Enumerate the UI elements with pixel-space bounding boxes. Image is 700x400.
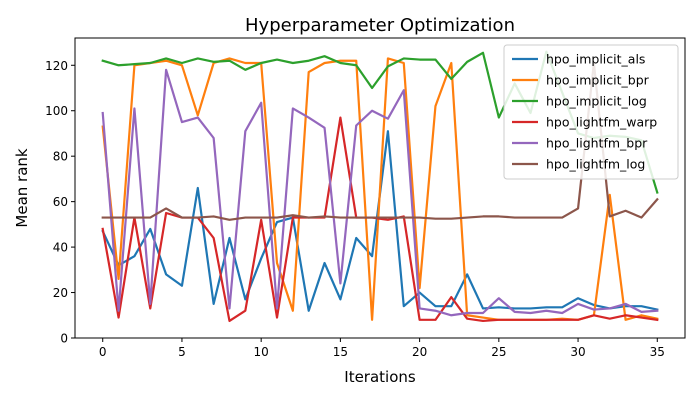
legend-box [503,44,679,180]
x-axis-label: Iterations [344,368,416,386]
x-axis: 0 5 10 15 20 25 30 35 [99,338,665,359]
y-tick-label: 80 [53,150,68,164]
plot-area [101,50,659,323]
y-tick-label: 20 [53,286,68,300]
legend-label: hpo_lightfm_log [546,157,645,172]
x-tick-label: 30 [570,345,585,359]
legend: hpo_implicit_als hpo_implicit_bpr hpo_impl… [503,44,679,180]
series-line-hpo-lightfm-log [101,61,659,221]
y-tick-label: 0 [60,332,68,346]
y-axis: 0 20 40 60 80 100 120 [45,59,75,346]
legend-label: hpo_implicit_log [546,94,647,109]
chart-title: Hyperparameter Optimization [245,15,515,36]
x-tick-label: 15 [333,345,348,359]
series-line-hpo-lightfm-bpr [101,68,659,317]
y-axis-label: Mean rank [13,148,31,228]
legend-label: hpo_lightfm_bpr [546,136,648,151]
y-tick-label: 60 [53,195,68,209]
x-tick-label: 20 [412,345,427,359]
x-tick-label: 10 [254,345,269,359]
legend-label: hpo_implicit_als [546,52,645,67]
x-tick-label: 0 [99,345,107,359]
legend-label: hpo_implicit_bpr [546,73,650,88]
axes-frame [74,37,686,339]
y-tick-label: 40 [53,241,68,255]
y-tick-label: 100 [45,104,68,118]
x-tick-label: 5 [178,345,186,359]
y-tick-label: 120 [45,59,68,73]
legend-label: hpo_lightfm_warp [546,115,657,130]
x-tick-label: 35 [650,345,665,359]
x-tick-label: 25 [491,345,506,359]
